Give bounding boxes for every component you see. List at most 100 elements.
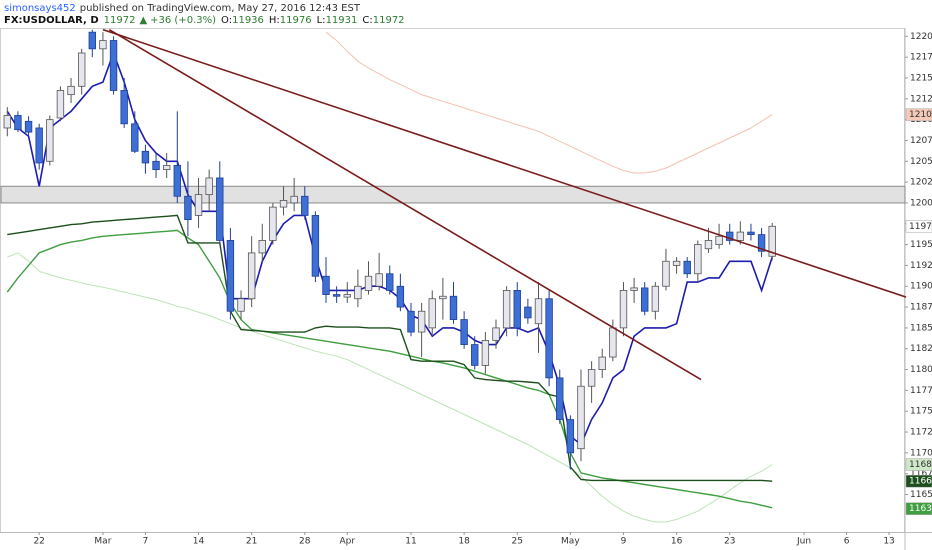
y-tick-label: 12200	[910, 32, 932, 42]
candle-body	[173, 165, 181, 197]
candle-body	[343, 294, 351, 298]
indicator-line	[7, 252, 773, 523]
x-tick-label: May	[561, 537, 580, 547]
y-tick-label: 12125	[910, 94, 932, 104]
indicator-line	[7, 214, 773, 482]
ohlc-value: 11931	[326, 15, 358, 26]
y-tick-label: 11925	[910, 261, 932, 271]
candle-body	[269, 206, 277, 241]
candle-body	[396, 285, 405, 308]
change: +36 (+0.3%)	[150, 15, 216, 26]
resistance-zone	[0, 185, 906, 204]
y-tick-label: 11700	[910, 448, 932, 458]
candle-body	[131, 123, 139, 152]
candle-body	[481, 339, 490, 366]
candle-body	[449, 295, 458, 320]
candle-body	[354, 285, 362, 300]
candle-body	[704, 240, 713, 250]
candle-body	[88, 31, 96, 50]
x-tick-label: 28	[299, 537, 311, 547]
price-tag-label: 11686	[909, 460, 932, 470]
candle-body	[651, 285, 660, 312]
x-tick-label: 13	[883, 537, 894, 547]
header-line-1: simonsays452 published on TradingView.com…	[4, 3, 361, 14]
candle-body	[768, 225, 776, 257]
candle-body	[290, 195, 298, 204]
candle-body	[747, 231, 755, 235]
price-tag	[905, 108, 932, 121]
y-tick-label: 11875	[910, 303, 932, 313]
candle-body	[524, 306, 532, 319]
candle-body	[162, 165, 171, 171]
x-tick-label: 16	[671, 537, 683, 547]
candle-body	[184, 195, 192, 221]
x-tick-label: 23	[724, 537, 735, 547]
trendline	[108, 28, 702, 381]
candle-body	[141, 150, 150, 164]
candle-body	[35, 127, 43, 164]
price-tag-label: 12106	[909, 110, 932, 120]
x-tick-label: Jun	[796, 537, 811, 547]
y-tick-label: 11725	[910, 428, 932, 438]
candle-body	[332, 294, 341, 297]
x-tick-label: 11	[405, 537, 416, 547]
candle-body	[14, 115, 22, 131]
price-tag	[905, 502, 932, 515]
candle-body	[619, 290, 628, 329]
y-tick-label: 12150	[910, 73, 932, 83]
candle-body	[99, 40, 107, 50]
candle-body	[375, 273, 383, 287]
x-tick-label: Apr	[339, 537, 355, 547]
candle-body	[598, 356, 606, 370]
candle-body	[109, 40, 118, 91]
up-arrow: ▲	[139, 15, 147, 26]
candle-body	[301, 195, 309, 216]
candle-body	[534, 298, 543, 325]
candle-body	[417, 310, 426, 333]
candle-body	[715, 235, 723, 245]
candle-body	[46, 119, 54, 162]
x-tick-label: 6	[844, 537, 850, 547]
price-tag	[905, 220, 932, 233]
candle-body	[24, 120, 33, 133]
candle-body	[3, 115, 12, 129]
candle-body	[492, 327, 500, 341]
candle-body	[587, 369, 596, 387]
ohlc-value: 11936	[232, 15, 264, 26]
indicator-line	[325, 31, 773, 174]
y-tick-label: 11775	[910, 386, 932, 396]
y-tick-label: 11850	[910, 323, 932, 333]
ohlc-label: H:	[269, 15, 280, 26]
candle-body	[237, 298, 245, 312]
author: simonsays452	[4, 3, 76, 14]
x-tick-label: Mar	[94, 537, 111, 547]
candle-body	[67, 85, 75, 96]
x-tick-label: 9	[621, 537, 627, 547]
plot	[0, 28, 907, 523]
x-tick-label: 25	[512, 537, 523, 547]
candle-body	[258, 240, 266, 254]
candle-body	[757, 234, 766, 252]
x-tick-label: 7	[143, 537, 149, 547]
ohlc-label: C:	[362, 15, 372, 26]
candle-body	[322, 275, 330, 295]
candle-body	[279, 200, 288, 208]
candle-body	[577, 385, 585, 450]
candle-body	[662, 260, 670, 287]
ohlc-label: L:	[317, 15, 326, 26]
price-tag-label: 11633	[909, 504, 932, 514]
y-tick-label: 11950	[910, 240, 932, 250]
ohlc-value: 11976	[280, 15, 312, 26]
y-tick-label: 11675	[910, 469, 932, 479]
candle-body	[216, 177, 224, 241]
header-line-2: FX:USDOLLAR, D 11972 ▲ +36 (+0.3%) O:11936 H:…	[4, 15, 405, 26]
candle-body	[736, 231, 745, 241]
candle-body	[672, 260, 681, 266]
y-tick-label: 12175	[910, 53, 932, 63]
x-tick-label: 14	[193, 537, 205, 547]
price-tag	[905, 458, 932, 471]
ohlc-value: 11972	[373, 15, 405, 26]
